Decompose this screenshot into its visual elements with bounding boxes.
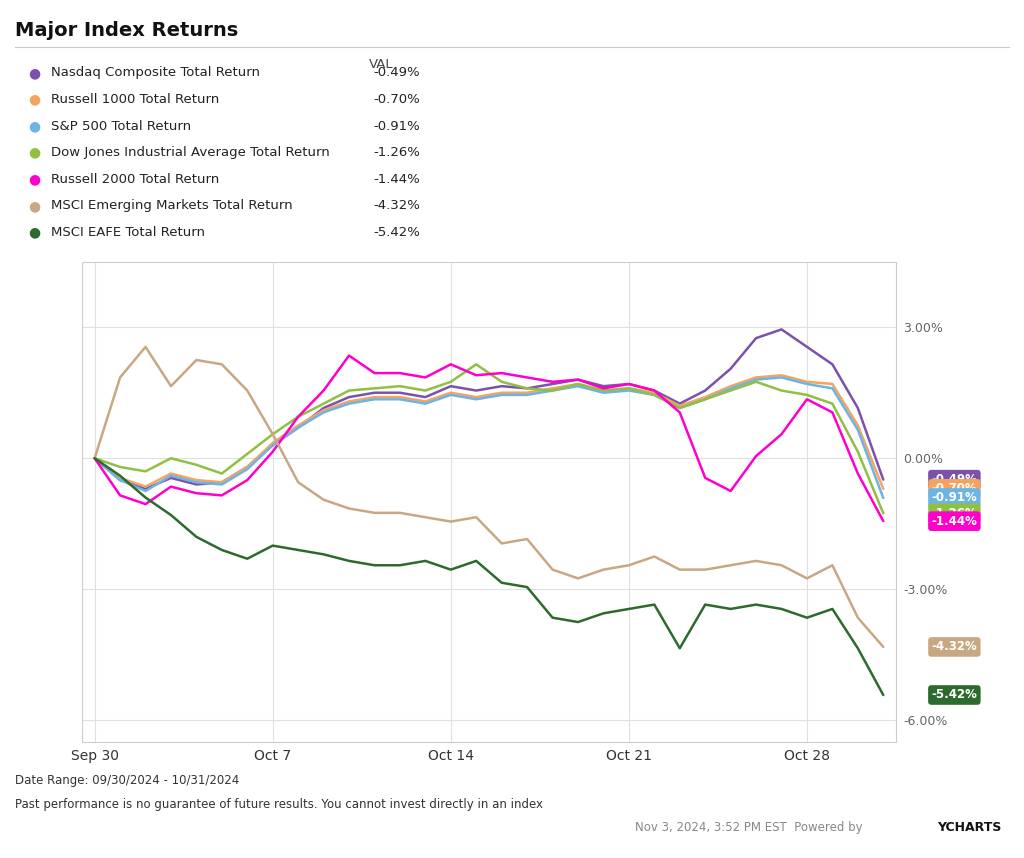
Text: Russell 2000 Total Return: Russell 2000 Total Return — [51, 172, 219, 186]
Text: -0.91%: -0.91% — [932, 492, 977, 505]
Text: Russell 1000 Total Return: Russell 1000 Total Return — [51, 93, 219, 106]
Text: -1.44%: -1.44% — [374, 172, 421, 186]
Text: Major Index Returns: Major Index Returns — [15, 21, 239, 40]
Text: MSCI EAFE Total Return: MSCI EAFE Total Return — [51, 226, 205, 239]
Text: ●: ● — [29, 93, 41, 106]
Text: ●: ● — [29, 146, 41, 160]
Text: -4.32%: -4.32% — [932, 640, 977, 654]
Text: ●: ● — [29, 66, 41, 80]
Text: Past performance is no guarantee of future results. You cannot invest directly i: Past performance is no guarantee of futu… — [15, 798, 544, 811]
Text: -5.42%: -5.42% — [374, 226, 421, 239]
Text: -0.49%: -0.49% — [932, 473, 977, 486]
Text: YCHARTS: YCHARTS — [937, 821, 1001, 834]
Text: -1.44%: -1.44% — [932, 515, 977, 528]
Text: VAL: VAL — [369, 58, 393, 71]
Text: -1.26%: -1.26% — [932, 507, 977, 520]
Text: -4.32%: -4.32% — [374, 199, 421, 213]
Text: -0.70%: -0.70% — [374, 93, 421, 106]
Text: -0.91%: -0.91% — [374, 119, 421, 133]
Text: Nasdaq Composite Total Return: Nasdaq Composite Total Return — [51, 66, 260, 80]
Text: ●: ● — [29, 119, 41, 133]
Text: S&P 500 Total Return: S&P 500 Total Return — [51, 119, 191, 133]
Text: Nov 3, 2024, 3:52 PM EST  Powered by: Nov 3, 2024, 3:52 PM EST Powered by — [635, 821, 866, 834]
Text: MSCI Emerging Markets Total Return: MSCI Emerging Markets Total Return — [51, 199, 293, 213]
Text: Date Range: 09/30/2024 - 10/31/2024: Date Range: 09/30/2024 - 10/31/2024 — [15, 774, 240, 787]
Text: ●: ● — [29, 172, 41, 186]
Text: Dow Jones Industrial Average Total Return: Dow Jones Industrial Average Total Retur… — [51, 146, 330, 160]
Text: ●: ● — [29, 226, 41, 239]
Text: ●: ● — [29, 199, 41, 213]
Text: -0.70%: -0.70% — [932, 482, 977, 495]
Text: -1.26%: -1.26% — [374, 146, 421, 160]
Text: -0.49%: -0.49% — [374, 66, 421, 80]
Text: -5.42%: -5.42% — [932, 688, 977, 702]
